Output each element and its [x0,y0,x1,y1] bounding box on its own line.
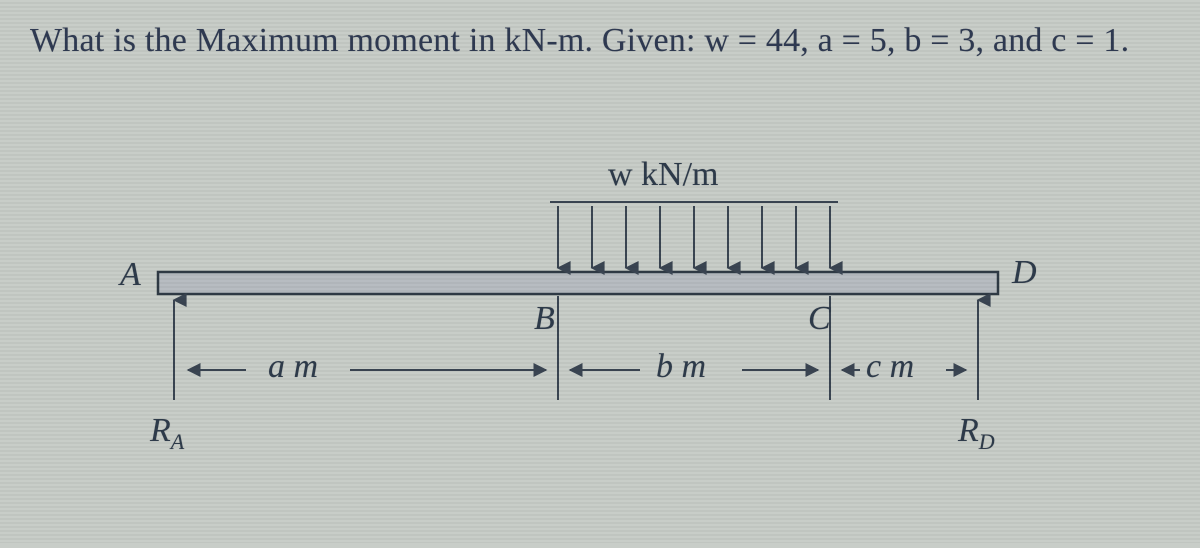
RA-sub: A [171,429,184,454]
RD-letter: R [958,412,979,449]
dim-b-label: b m [656,348,706,386]
beam-diagram: A B C D w kN/m a m b m c m RA RD [0,0,1200,543]
label-A: A [120,256,141,294]
label-C: C [808,300,831,338]
label-D: D [1012,254,1037,292]
distributed-load [558,206,830,268]
label-w-load: w kN/m [608,156,719,194]
dim-a-label: a m [268,348,318,386]
reaction-RA: RA [150,412,184,455]
RD-sub: D [979,429,995,454]
dim-c-label: c m [866,348,914,386]
beam [158,272,998,294]
reaction-RD: RD [958,412,995,455]
label-B: B [534,300,555,338]
RA-letter: R [150,412,171,449]
